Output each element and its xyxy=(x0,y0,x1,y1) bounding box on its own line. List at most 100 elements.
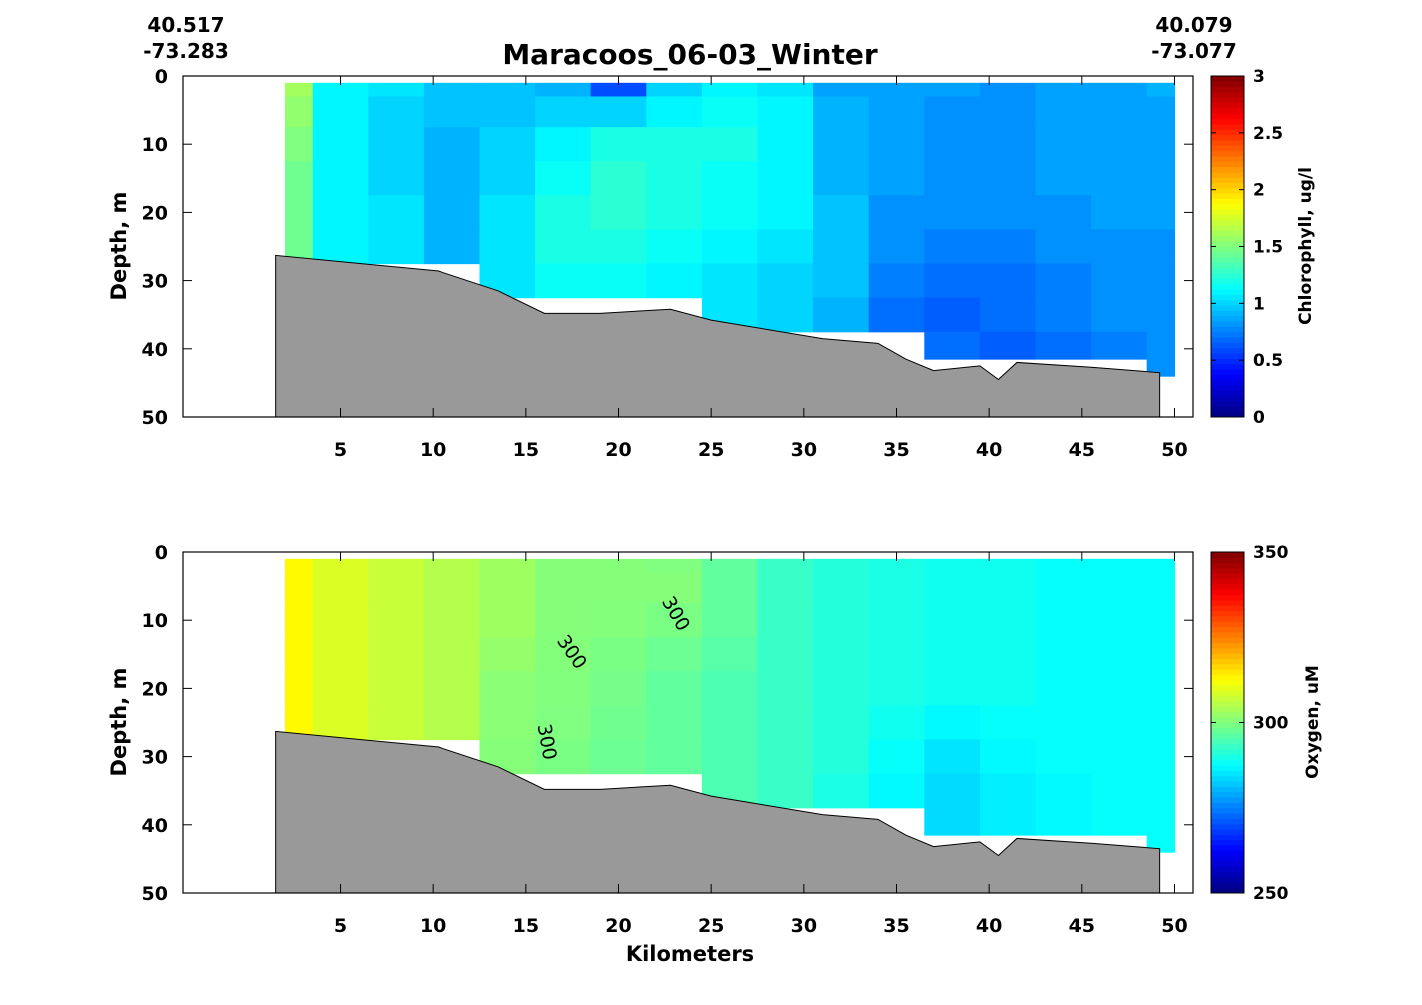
heatmap-cell xyxy=(979,603,1037,638)
heatmap-cell xyxy=(924,263,981,299)
heatmap-cell xyxy=(813,297,870,333)
end-latitude: 40.079 xyxy=(1155,13,1232,37)
heatmap-cell xyxy=(924,195,981,231)
heatmap-cell xyxy=(368,195,425,231)
heatmap-cell xyxy=(590,96,647,128)
heatmap-cell xyxy=(1091,773,1148,809)
heatmap-cell xyxy=(868,195,925,231)
heatmap-cell xyxy=(813,96,870,128)
y-tick-label: 30 xyxy=(142,747,168,769)
colorbar-swatch xyxy=(1211,610,1244,617)
x-tick-label: 15 xyxy=(513,915,539,937)
colorbar-tick-label: 250 xyxy=(1253,884,1289,904)
colorbar-swatch xyxy=(1211,605,1244,612)
colorbar-swatch xyxy=(1211,775,1244,782)
heatmap-cell xyxy=(813,572,870,604)
colorbar-swatch xyxy=(1211,674,1244,681)
heatmap-cell xyxy=(979,807,1037,836)
heatmap-cell xyxy=(312,195,369,231)
colorbar-swatch xyxy=(1211,679,1244,686)
heatmap-cell xyxy=(284,161,314,196)
heatmap-cell xyxy=(284,195,314,231)
colorbar-swatch xyxy=(1211,390,1244,397)
heatmap-cell xyxy=(590,82,647,98)
colorbar-swatch xyxy=(1211,219,1244,226)
heatmap-cell xyxy=(701,705,759,741)
heatmap-cell xyxy=(1035,297,1092,333)
x-tick-label: 35 xyxy=(883,915,909,937)
heatmap-cell xyxy=(1035,127,1092,162)
colorbar-swatch xyxy=(1211,871,1244,878)
heatmap-cell xyxy=(368,82,425,98)
heatmap-cell xyxy=(423,195,481,231)
heatmap-cell xyxy=(423,603,481,638)
heatmap-cell xyxy=(1035,572,1092,604)
heatmap-cell xyxy=(757,637,814,672)
colorbar-swatch xyxy=(1211,107,1244,114)
colorbar-swatch xyxy=(1211,369,1244,375)
heatmap-cell xyxy=(590,195,647,231)
heatmap-cell xyxy=(368,161,425,196)
heatmap-cell xyxy=(1146,96,1176,128)
colorbar-swatch xyxy=(1211,823,1244,830)
heatmap-cell xyxy=(757,96,814,128)
bathymetry-profile xyxy=(275,730,1161,894)
colorbar-swatch xyxy=(1211,669,1244,676)
bathymetry-profile xyxy=(275,254,1161,418)
colorbar-swatch xyxy=(1211,315,1244,322)
x-tick-label: 25 xyxy=(698,915,724,937)
heatmap-cell xyxy=(979,127,1037,162)
heatmap-cell xyxy=(813,161,870,196)
heatmap-cell xyxy=(284,558,314,574)
heatmap-cell xyxy=(479,603,536,638)
colorbar-swatch xyxy=(1211,81,1244,88)
heatmap-cell xyxy=(646,127,703,162)
heatmap-cell xyxy=(757,739,814,775)
heatmap-cell xyxy=(423,127,481,162)
colorbar-swatch xyxy=(1211,145,1244,152)
heatmap-cell xyxy=(535,558,592,574)
heatmap-cell xyxy=(1091,127,1148,162)
colorbar-swatch xyxy=(1211,262,1244,269)
x-tick-label: 15 xyxy=(513,439,539,461)
y-tick-label: 40 xyxy=(142,339,168,361)
colorbar-swatch xyxy=(1211,807,1244,814)
colorbar-swatch xyxy=(1211,203,1244,210)
colorbar-swatch xyxy=(1211,161,1244,168)
colorbar-swatch xyxy=(1211,411,1244,418)
heatmap-cell xyxy=(813,82,870,98)
heatmap-cell xyxy=(924,807,981,836)
colorbar-swatch xyxy=(1211,171,1244,178)
heatmap-cell xyxy=(312,558,369,574)
colorbar-swatch xyxy=(1211,749,1244,755)
heatmap-cell xyxy=(646,96,703,128)
colorbar-swatch xyxy=(1211,631,1244,638)
heatmap-cell xyxy=(813,195,870,231)
colorbar-swatch xyxy=(1211,129,1244,136)
heatmap-cell xyxy=(1091,807,1148,836)
colorbar-tick-label: 2.5 xyxy=(1253,124,1283,144)
x-tick-label: 50 xyxy=(1161,915,1187,937)
colorbar-swatch xyxy=(1211,615,1244,622)
colorbar-swatch xyxy=(1211,214,1244,221)
y-tick-label: 50 xyxy=(142,883,168,905)
heatmap-cell xyxy=(423,82,481,98)
heatmap-cell xyxy=(868,297,925,333)
heatmap-cell xyxy=(701,739,759,775)
heatmap-cell xyxy=(868,705,925,741)
colorbar-swatch xyxy=(1211,685,1244,692)
heatmap-cell xyxy=(979,572,1037,604)
heatmap-cell xyxy=(1146,807,1176,836)
heatmap-cell xyxy=(813,739,870,775)
heatmap-cell xyxy=(924,739,981,775)
colorbar-tick-label: 2 xyxy=(1253,181,1265,201)
colorbar-tick-label: 1.5 xyxy=(1253,238,1283,258)
x-tick-label: 30 xyxy=(791,915,817,937)
colorbar-swatch xyxy=(1211,305,1244,311)
colorbar-swatch xyxy=(1211,385,1244,391)
colorbar-swatch xyxy=(1211,599,1244,606)
y-tick-label: 20 xyxy=(142,678,168,700)
colorbar-swatch xyxy=(1211,209,1244,216)
heatmap-cell xyxy=(868,263,925,299)
heatmap-cell xyxy=(535,572,592,604)
